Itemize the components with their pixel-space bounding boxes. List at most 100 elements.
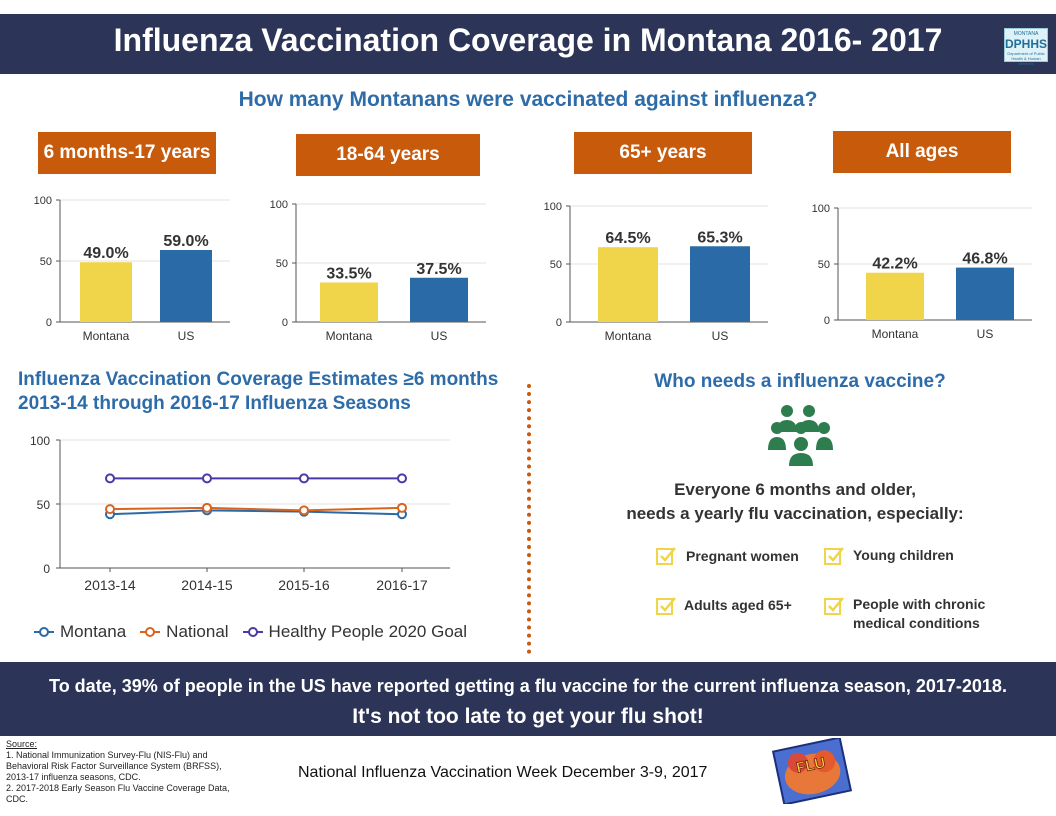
who-needs-title: Who needs a influenza vaccine?	[654, 371, 946, 392]
source-line3: 2013-17 influenza seasons, CDC.	[6, 772, 141, 782]
x-tick-label: Montana	[872, 327, 919, 341]
bar-us	[956, 267, 1014, 320]
source-line5: CDC.	[6, 794, 28, 804]
flu-illustration: FLU	[772, 738, 852, 804]
bar-value-label: 49.0%	[83, 245, 128, 262]
age-group-6mo-17y: 6 months-17 years	[38, 132, 216, 174]
y-tick-label: 50	[550, 259, 562, 271]
flu-word: FLU	[795, 754, 827, 777]
bottom-banner	[0, 662, 1056, 736]
dotted-divider	[527, 384, 531, 654]
y-tick-label: 50	[276, 258, 288, 270]
legend-swatch-hp2020	[242, 627, 263, 637]
bar-montana	[320, 282, 378, 322]
x-tick-label: 2016-17	[376, 577, 428, 593]
bar-value-label: 65.3%	[697, 229, 742, 246]
bar-us	[690, 246, 750, 322]
everyone-line2: needs a yearly flu vaccination, especial…	[626, 504, 964, 523]
checkbox-icon-chronic	[824, 597, 844, 615]
y-tick-label: 100	[30, 434, 50, 448]
logo-sub-text: Department of Public Health & Human Serv…	[1007, 51, 1045, 66]
x-tick-label: 2015-16	[278, 577, 330, 593]
item-chronic-line2: medical conditions	[853, 615, 980, 631]
series-line-national	[109, 506, 403, 512]
bar-chart-all-ages: 0 50 100 42.2% Montana 46.8% US	[812, 203, 1032, 341]
age-group-18-64: 18-64 years	[296, 134, 480, 176]
y-tick-label: 0	[46, 317, 52, 329]
bar-chart-65-plus: 0 50 100 64.5% Montana 65.3% US	[544, 201, 768, 343]
x-tick-label: 2013-14	[84, 577, 136, 593]
bar-us	[410, 277, 468, 322]
line-chart-title-line1: Influenza Vaccination Coverage Estimates…	[18, 369, 499, 390]
legend-swatch-national	[140, 627, 161, 637]
checkbox-icon-pregnant	[656, 547, 676, 565]
y-tick-label: 50	[40, 256, 52, 268]
bar-value-label: 33.5%	[326, 265, 371, 282]
series-point-national	[105, 504, 115, 515]
people-group-icon	[768, 405, 833, 466]
bar-value-label: 59.0%	[163, 233, 208, 250]
source-line2: Behavioral Risk Factor Surveillance Syst…	[6, 761, 222, 771]
y-tick-label: 0	[282, 317, 288, 329]
series-point-healthy-people-2020-goal	[202, 473, 212, 484]
bar-us	[160, 250, 212, 322]
line-chart-title-line2: 2013-14 through 2016-17 Influenza Season…	[18, 393, 411, 414]
header-bar	[0, 14, 1056, 74]
everyone-line1: Everyone 6 months and older,	[674, 480, 916, 499]
y-tick-label: 100	[270, 199, 288, 211]
y-tick-label: 0	[43, 562, 50, 576]
source-heading: Source:	[6, 739, 38, 749]
series-point-healthy-people-2020-goal	[105, 473, 115, 484]
bar-chart-18-64: 0 50 100 33.5% Montana 37.5% US	[270, 199, 486, 343]
item-pregnant-women: Pregnant women	[686, 548, 799, 564]
bar-value-label: 42.2%	[872, 256, 917, 273]
line-chart-coverage-trend: 0 50 100 2013-14 2014-15 2015-16 2016-17	[30, 434, 450, 593]
bar-value-label: 64.5%	[605, 230, 650, 247]
legend-label-hp2020: Healthy People 2020 Goal	[268, 622, 468, 641]
x-tick-label: Montana	[605, 329, 652, 343]
bar-montana	[598, 247, 658, 322]
bar-chart-6mo-17y: 0 50 100 49.0% Montana 59.0% US	[34, 195, 230, 343]
bar-montana	[866, 272, 924, 320]
source-notes: Source: 1. National Immunization Survey-…	[6, 739, 266, 805]
dphhs-logo: MONTANA DPHHS Department of Public Healt…	[1004, 28, 1048, 66]
bar-value-label: 37.5%	[416, 261, 461, 278]
y-tick-label: 0	[824, 315, 830, 327]
banner-statistic: To date, 39% of people in the US have re…	[49, 676, 1007, 696]
legend-item-montana: Montana	[34, 622, 126, 642]
age-group-all-ages: All ages	[833, 131, 1011, 173]
series-point-national	[202, 502, 212, 513]
bar-montana	[80, 262, 132, 322]
logo-main-text: DPHHS	[1005, 37, 1048, 51]
y-tick-label: 0	[556, 317, 562, 329]
source-line4: 2. 2017-2018 Early Season Flu Vaccine Co…	[6, 783, 230, 793]
y-tick-label: 100	[812, 203, 830, 215]
x-tick-label: 2014-15	[181, 577, 233, 593]
everyone-statement: Everyone 6 months and older, needs a yea…	[560, 478, 1030, 526]
source-line1: 1. National Immunization Survey-Flu (NIS…	[6, 750, 208, 760]
series-point-national	[299, 505, 309, 516]
series-point-national	[397, 502, 407, 513]
legend-label-montana: Montana	[60, 622, 127, 641]
nivw-dates: National Influenza Vaccination Week Dece…	[298, 764, 708, 781]
x-tick-label: US	[712, 329, 729, 343]
section-subtitle: How many Montanans were vaccinated again…	[238, 88, 818, 111]
legend-swatch-montana	[34, 627, 54, 637]
page-title: Influenza Vaccination Coverage in Montan…	[113, 22, 943, 58]
legend-item-hp2020: Healthy People 2020 Goal	[242, 622, 468, 642]
bar-value-label: 46.8%	[962, 251, 1007, 268]
item-chronic-line1: People with chronic	[853, 596, 986, 612]
line-chart-legend: Montana National Healthy People 2020 Goa…	[34, 621, 467, 643]
legend-item-national: National	[140, 622, 229, 642]
x-tick-label: Montana	[83, 329, 130, 343]
x-tick-label: US	[977, 327, 994, 341]
item-chronic-conditions: People with chronic medical conditions	[853, 595, 985, 633]
y-tick-label: 50	[37, 498, 51, 512]
series-point-healthy-people-2020-goal	[299, 473, 309, 484]
item-young-children: Young children	[853, 547, 954, 563]
age-group-65-plus: 65+ years	[574, 132, 752, 174]
y-tick-label: 100	[34, 195, 52, 207]
logo-top-text: MONTANA	[1013, 31, 1039, 37]
item-adults-65: Adults aged 65+	[684, 597, 792, 613]
series-line-montana	[109, 509, 403, 516]
